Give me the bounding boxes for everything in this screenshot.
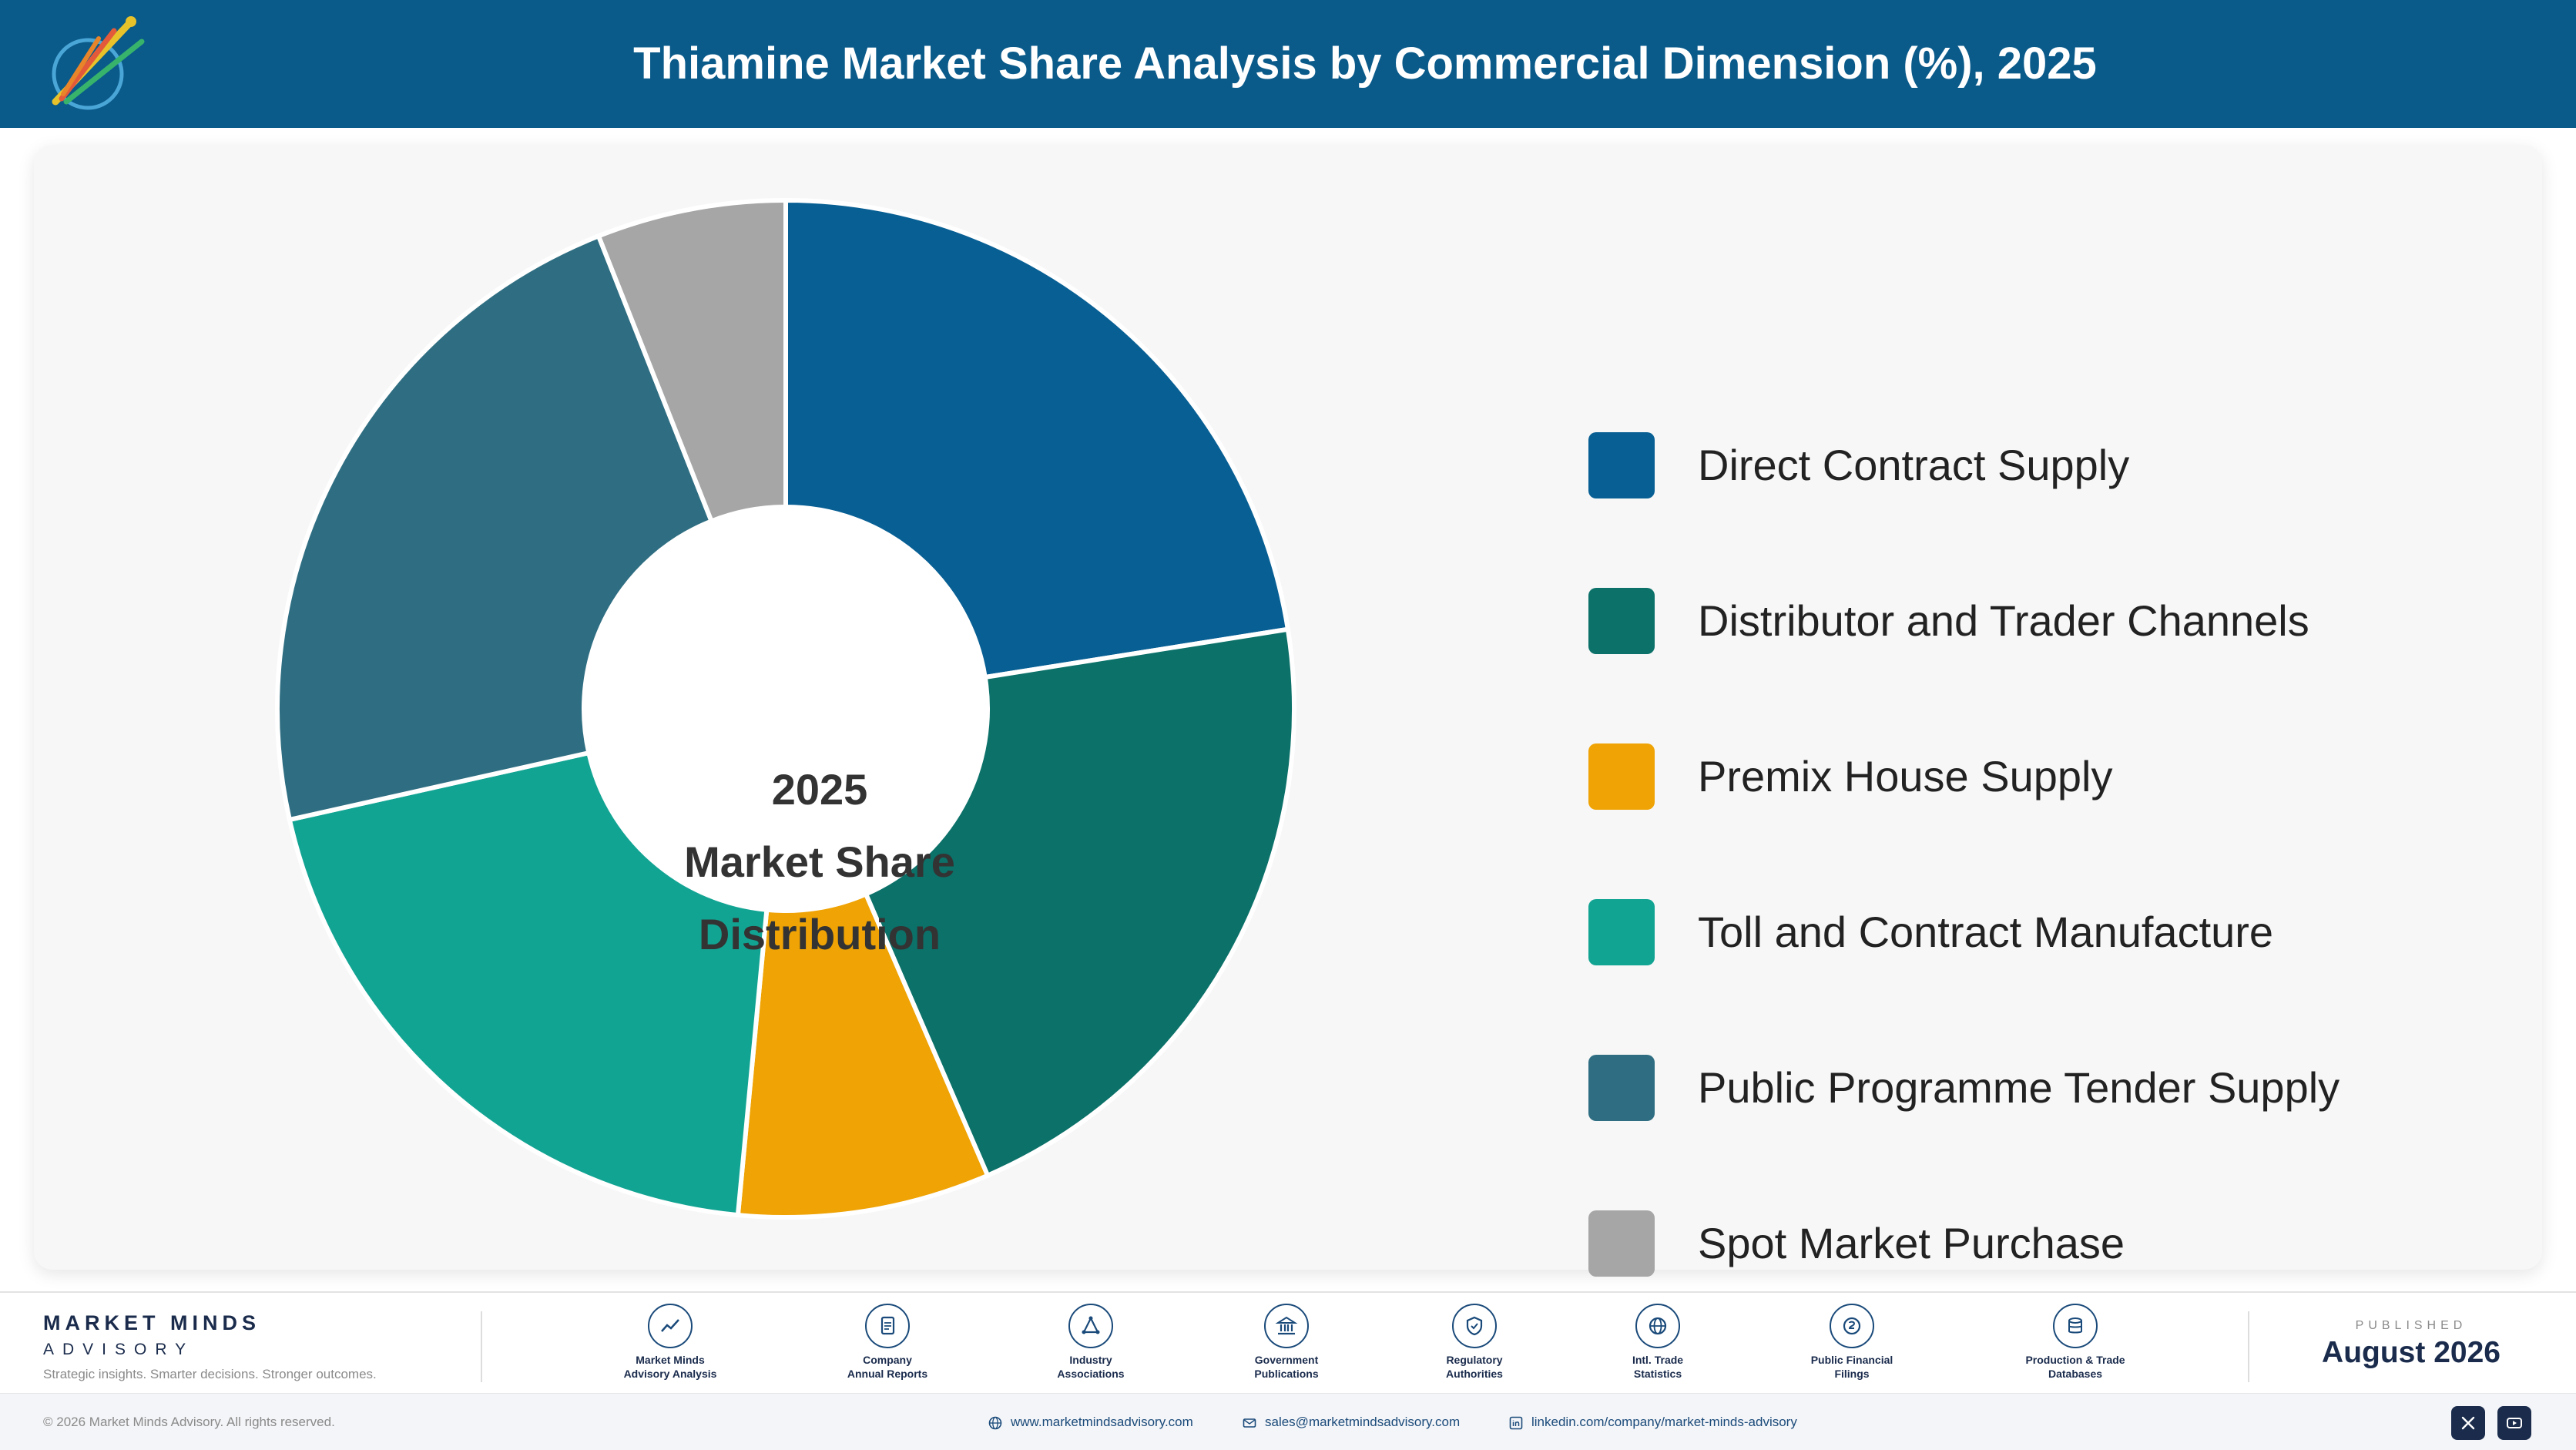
- legend-label: Spot Market Purchase: [1698, 1219, 2125, 1267]
- copyright-text: © 2026 Market Minds Advisory. All rights…: [43, 1415, 335, 1429]
- footer-divider: [2248, 1311, 2249, 1382]
- legend-swatch: [1588, 588, 1655, 654]
- published-date: August 2026: [2322, 1336, 2501, 1369]
- page-title: Thiamine Market Share Analysis by Commer…: [633, 39, 2097, 89]
- donut-hole: [584, 507, 988, 911]
- published-label: PUBLISHED: [2355, 1319, 2467, 1332]
- bottom-bar: © 2026 Market Minds Advisory. All rights…: [0, 1393, 2576, 1450]
- legend-label: Public Programme Tender Supply: [1698, 1063, 2340, 1112]
- email-text: sales@marketmindsadvisory.com: [1265, 1415, 1461, 1429]
- coin-icon: [1830, 1304, 1874, 1348]
- source-label: Public Financial Filings: [1810, 1354, 1893, 1380]
- legend-label: Toll and Contract Manufacture: [1698, 908, 2274, 956]
- website-link[interactable]: www.marketmindsadvisory.com: [988, 1394, 1193, 1450]
- header-bar: Thiamine Market Share Analysis by Commer…: [0, 0, 2576, 128]
- globe-icon: [1635, 1304, 1680, 1348]
- website-text: www.marketmindsadvisory.com: [1011, 1415, 1193, 1429]
- email-link[interactable]: sales@marketmindsadvisory.com: [1242, 1394, 1460, 1450]
- legend-item-direct-contract-supply: Direct Contract Supply: [1588, 430, 2436, 499]
- legend-label: Premix House Supply: [1698, 752, 2113, 801]
- source-label: Government Publications: [1254, 1354, 1319, 1380]
- document-icon: [865, 1304, 910, 1348]
- legend-item-toll-and-contract-manufacture: Toll and Contract Manufacture: [1588, 897, 2436, 966]
- donut-center-label: 2025 Market Share Distribution: [666, 754, 974, 971]
- shield-icon: [1452, 1304, 1497, 1348]
- donut-chart: [275, 197, 1296, 1220]
- center-label-line3: Distribution: [698, 910, 941, 958]
- source-regulatory-authorities: Regulatory Authorities: [1397, 1304, 1551, 1381]
- source-market-minds-analysis: Market Minds Advisory Analysis: [593, 1304, 747, 1381]
- legend-item-distributor-and-trader-channels: Distributor and Trader Channels: [1588, 586, 2436, 655]
- legend-swatch: [1588, 432, 1655, 498]
- legend-label: Direct Contract Supply: [1698, 441, 2130, 489]
- legend-item-spot-market-purchase: Spot Market Purchase: [1588, 1208, 2436, 1277]
- youtube-icon[interactable]: [2497, 1406, 2531, 1440]
- footer-tagline: Strategic insights. Smarter decisions. S…: [43, 1367, 377, 1381]
- source-label: Regulatory Authorities: [1446, 1354, 1503, 1380]
- linkedin-icon: [1509, 1416, 1523, 1429]
- building-icon: [1264, 1304, 1309, 1348]
- linkedin-text: linkedin.com/company/market-minds-adviso…: [1531, 1415, 1797, 1429]
- legend-swatch: [1588, 1210, 1655, 1277]
- legend-item-premix-house-supply: Premix House Supply: [1588, 741, 2436, 811]
- source-label: Intl. Trade Statistics: [1632, 1354, 1684, 1380]
- legend-item-public-programme-tender-supply: Public Programme Tender Supply: [1588, 1052, 2436, 1122]
- footer-brand-name: MARKET MINDS: [43, 1311, 260, 1334]
- x-icon[interactable]: [2451, 1406, 2485, 1440]
- linkedin-link[interactable]: linkedin.com/company/market-minds-adviso…: [1508, 1394, 1797, 1450]
- footer-brand-sub: ADVISORY: [43, 1341, 195, 1358]
- source-label: Industry Associations: [1057, 1354, 1125, 1380]
- brand-logo-icon: [52, 16, 145, 110]
- source-label: Market Minds Advisory Analysis: [623, 1354, 717, 1380]
- chart-card: 2025 Market Share Distribution Direct Co…: [34, 145, 2542, 1277]
- database-icon: [2053, 1304, 2098, 1348]
- legend-swatch: [1588, 743, 1655, 810]
- source-label: Company Annual Reports: [847, 1354, 928, 1380]
- source-company-annual-reports: Company Annual Reports: [810, 1304, 964, 1381]
- legend-label: Distributor and Trader Channels: [1698, 596, 2309, 645]
- legend-swatch: [1588, 899, 1655, 965]
- center-label-line2: Market Share: [684, 837, 955, 886]
- source-intl-trade-statistics: Intl. Trade Statistics: [1581, 1304, 1735, 1381]
- center-label-year: 2025: [771, 765, 868, 814]
- source-production-trade-databases: Production & Trade Databases: [1998, 1304, 2152, 1381]
- globe-icon: [988, 1416, 1002, 1429]
- footer-divider: [481, 1311, 482, 1382]
- source-public-financial-filings: Public Financial Filings: [1775, 1304, 1929, 1381]
- source-label: Production & Trade Databases: [2025, 1354, 2125, 1380]
- mail-icon: [1243, 1418, 1256, 1428]
- source-industry-associations: Industry Associations: [1014, 1304, 1168, 1381]
- chart-line-icon: [648, 1304, 693, 1348]
- source-government-publications: Government Publications: [1209, 1304, 1363, 1381]
- network-icon: [1068, 1304, 1113, 1348]
- legend-swatch: [1588, 1055, 1655, 1121]
